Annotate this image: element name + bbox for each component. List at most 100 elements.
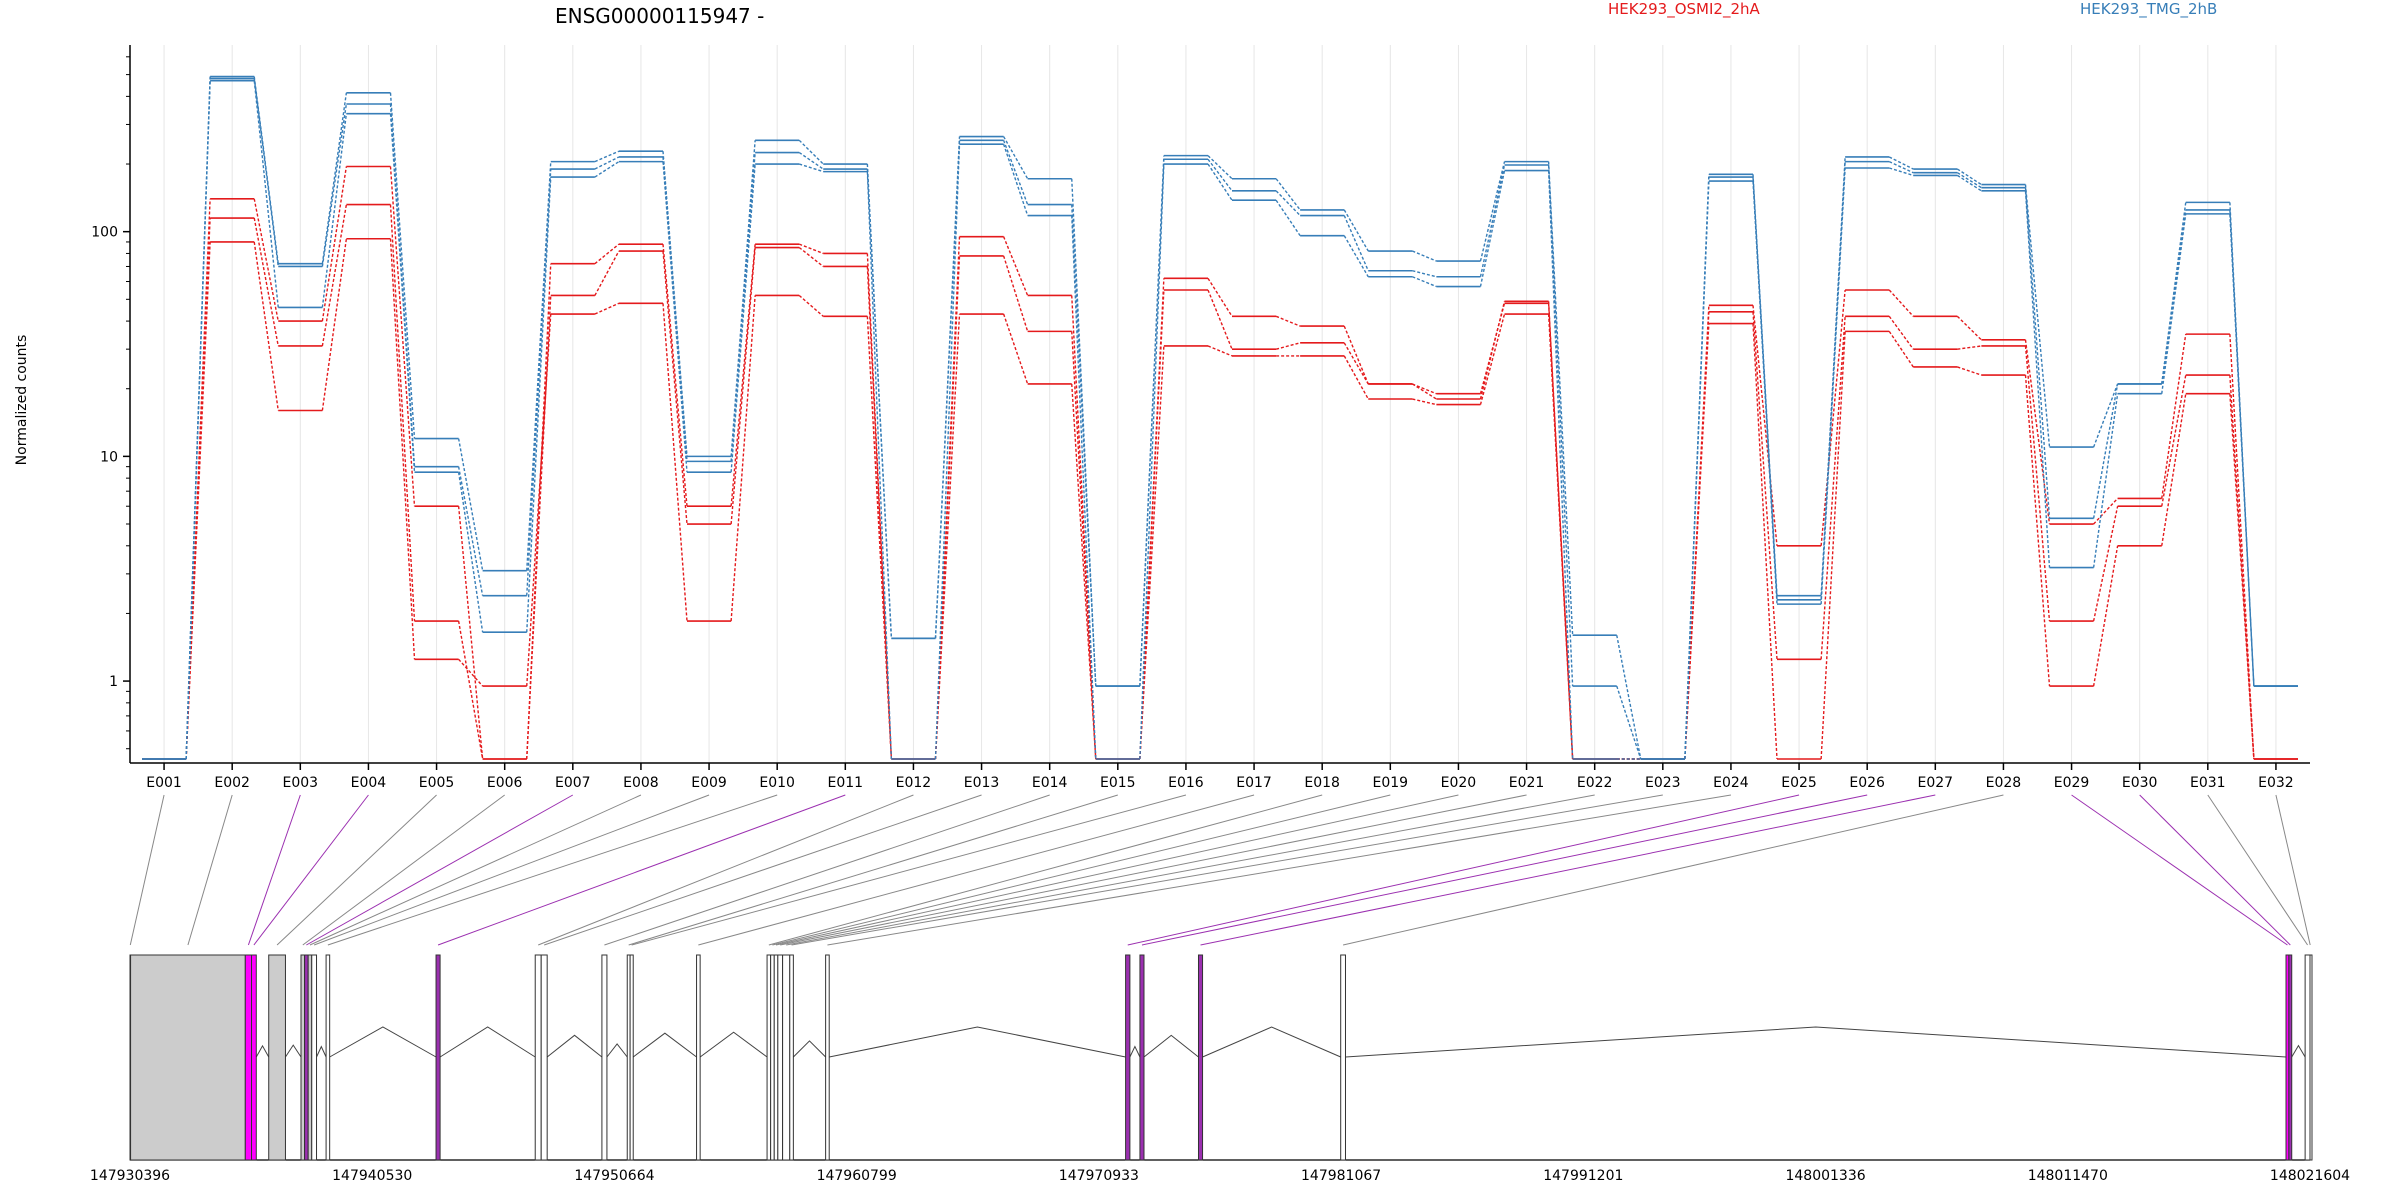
exon-connector xyxy=(437,794,846,946)
intron-line xyxy=(546,1034,603,1058)
exon-connector xyxy=(2071,794,2288,946)
series-transition xyxy=(1888,289,1914,317)
exon-connector xyxy=(698,794,1255,946)
series-transition xyxy=(2092,383,2119,448)
exon-label: E030 xyxy=(2122,775,2158,791)
coord-tick-label: 147991201 xyxy=(1543,1168,1623,1184)
exon-connector xyxy=(306,794,574,946)
chart-title: ENSG00000115947 - xyxy=(555,4,764,28)
intron-line xyxy=(2291,1044,2306,1058)
exon-connector xyxy=(775,794,1459,946)
intron-line xyxy=(829,1026,1126,1058)
series-transition xyxy=(457,472,484,633)
exon-label: E022 xyxy=(1577,775,1613,791)
exon-box xyxy=(777,954,784,1161)
coord-tick-label: 147950664 xyxy=(574,1168,654,1184)
coord-tick-label: 147981067 xyxy=(1301,1168,1381,1184)
exon-box xyxy=(1340,954,1346,1161)
exon-box xyxy=(534,954,542,1161)
series-transition xyxy=(1957,366,1982,376)
series-transition xyxy=(1071,204,1097,687)
exon-label: E001 xyxy=(146,775,182,791)
series-transition xyxy=(1616,685,1642,760)
legend-entry-tmg: HEK293_TMG_2hB xyxy=(2080,0,2217,19)
series-transition xyxy=(2092,383,2119,519)
exon-label: E024 xyxy=(1713,775,1749,791)
exon-box xyxy=(789,954,794,1161)
series-transition xyxy=(526,313,552,687)
series-transition xyxy=(1343,342,1369,385)
exon-connector xyxy=(253,794,369,946)
series-transition xyxy=(1002,236,1029,296)
series-transition xyxy=(389,92,416,439)
coord-tick-label: 148001336 xyxy=(1785,1168,1865,1184)
series-transition xyxy=(798,246,824,268)
exon-connector xyxy=(2207,794,2308,946)
series-transition xyxy=(1888,330,1914,368)
series-transition xyxy=(1412,383,1437,400)
series-transition xyxy=(1139,345,1165,760)
series-transition xyxy=(1479,164,1506,277)
series-transition xyxy=(1957,345,1982,350)
y-tick-label: 100 xyxy=(91,225,118,241)
coord-tick-label: 147960799 xyxy=(817,1168,897,1184)
series-transition xyxy=(321,113,348,308)
exon-connector xyxy=(1200,794,1936,946)
series-transition xyxy=(2024,339,2051,525)
series-transition xyxy=(321,92,348,264)
y-tick-label: 1 xyxy=(109,674,118,690)
exon-connector xyxy=(538,794,914,946)
plot-series xyxy=(142,75,2298,760)
intron-line xyxy=(699,1031,768,1058)
series-transition xyxy=(934,255,961,760)
exon-connector xyxy=(544,794,982,946)
series-transition xyxy=(594,243,620,265)
series-transition xyxy=(1956,168,1982,186)
exon-label: E029 xyxy=(2054,775,2090,791)
exon-label: E021 xyxy=(1509,775,1545,791)
exon-box xyxy=(130,954,246,1161)
exon-box xyxy=(268,954,286,1161)
series-transition xyxy=(1002,140,1029,205)
intron-line xyxy=(255,1044,270,1058)
series-transition xyxy=(1479,161,1506,262)
exon-box xyxy=(307,954,313,1161)
series-transition xyxy=(730,247,756,525)
series-transition xyxy=(2024,345,2051,622)
series-transition xyxy=(799,163,824,173)
exon-connector xyxy=(631,794,1187,946)
exon-box xyxy=(782,954,791,1161)
series-transition xyxy=(1888,156,1914,170)
coord-tick-label: 147970933 xyxy=(1059,1168,1139,1184)
exon-label: E018 xyxy=(1304,775,1340,791)
intron-line xyxy=(606,1043,628,1058)
series-transition xyxy=(1071,331,1097,760)
series-transition xyxy=(1002,255,1029,332)
series-transition xyxy=(2024,375,2051,687)
series-transition xyxy=(1275,199,1301,237)
exon-box xyxy=(540,954,548,1161)
series-transition xyxy=(1207,163,1233,201)
exon-box xyxy=(629,954,634,1161)
series-transition xyxy=(1479,170,1506,287)
exon-box xyxy=(1139,954,1145,1161)
exon-connector xyxy=(313,794,710,946)
series-transition xyxy=(1207,289,1233,350)
series-transition xyxy=(594,161,620,178)
series-transition xyxy=(526,295,552,760)
series-transition xyxy=(798,243,824,255)
series-transition xyxy=(730,163,756,473)
series-transition xyxy=(730,152,756,462)
series-transition xyxy=(1003,136,1029,180)
series-transition xyxy=(1343,235,1369,278)
exon-label: E020 xyxy=(1441,775,1477,791)
series-transition xyxy=(1752,180,1778,605)
series-transition xyxy=(1071,215,1097,760)
series-transition xyxy=(594,150,620,163)
exon-label: E003 xyxy=(283,775,319,791)
series-transition xyxy=(798,151,824,170)
exon-label: E011 xyxy=(828,775,864,791)
series-transition xyxy=(1412,398,1437,406)
series-transition xyxy=(1275,178,1301,211)
